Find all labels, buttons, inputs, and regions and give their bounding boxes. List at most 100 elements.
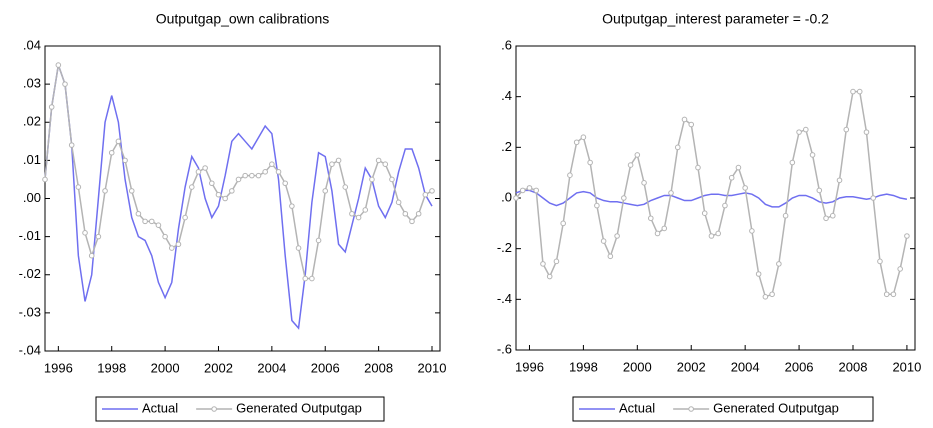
point-marker: [68, 142, 75, 148]
point-marker: [375, 157, 382, 164]
point-marker: [526, 185, 533, 191]
point-marker: [55, 62, 62, 68]
point-marker: [415, 210, 422, 217]
y-tick-label: -.02: [19, 266, 41, 281]
x-tick-label: 2002: [677, 359, 706, 374]
chart-title: Outputgap_interest parameter = -0.2: [602, 11, 829, 27]
point-marker: [695, 164, 701, 171]
point-marker: [883, 291, 890, 298]
point-marker: [135, 210, 142, 217]
point-marker: [329, 161, 335, 167]
point-marker: [269, 161, 275, 167]
point-marker: [681, 116, 688, 123]
legend-label: Actual: [619, 400, 655, 415]
y-tick-label: .02: [23, 114, 41, 129]
point-marker: [877, 258, 883, 265]
point-marker: [749, 228, 755, 234]
point-marker: [701, 210, 708, 216]
point-marker: [222, 195, 228, 202]
point-marker: [369, 176, 375, 183]
point-marker: [803, 126, 809, 133]
y-tick-label: .6: [501, 37, 512, 52]
legend-marker: [688, 406, 694, 412]
point-marker: [249, 172, 255, 179]
point-marker: [95, 233, 102, 240]
point-marker: [728, 174, 735, 181]
point-marker: [546, 273, 553, 280]
point-marker: [255, 172, 262, 179]
x-tick-label: 1998: [97, 360, 126, 375]
point-marker: [209, 180, 215, 187]
y-tick-label: .01: [23, 152, 41, 167]
point-marker: [322, 188, 329, 194]
point-marker: [195, 169, 202, 175]
point-marker: [182, 214, 188, 221]
y-tick-label: -.6: [497, 341, 512, 356]
point-marker: [362, 207, 369, 213]
point-marker: [823, 215, 829, 222]
point-marker: [843, 126, 850, 133]
legend-label: Generated Outputgap: [236, 400, 362, 415]
point-marker: [402, 210, 409, 217]
y-tick-label: .03: [23, 76, 41, 91]
series-line: [44, 64, 433, 280]
point-marker: [816, 187, 823, 194]
point-marker: [229, 188, 235, 194]
point-marker: [708, 233, 715, 239]
point-marker: [128, 188, 135, 194]
point-marker: [355, 214, 362, 221]
point-marker: [722, 202, 728, 209]
x-tick-label: 2000: [623, 359, 652, 374]
y-tick-label: -.2: [497, 240, 512, 255]
point-marker: [715, 230, 721, 237]
point-marker: [102, 188, 108, 194]
x-tick-label: 2006: [311, 360, 340, 375]
point-marker: [755, 271, 762, 277]
point-marker: [654, 230, 661, 237]
point-marker: [856, 88, 863, 95]
point-marker: [573, 139, 580, 146]
point-marker: [607, 253, 614, 260]
point-marker: [62, 81, 68, 87]
x-tick-label: 2004: [257, 360, 286, 375]
x-tick-label: 2002: [204, 360, 233, 375]
point-marker: [567, 172, 573, 178]
x-tick-label: 2004: [731, 359, 760, 374]
point-marker: [282, 180, 289, 187]
point-marker: [342, 184, 349, 190]
point-marker: [587, 159, 593, 166]
point-marker: [688, 121, 695, 128]
point-marker: [580, 134, 587, 140]
point-marker: [302, 275, 309, 282]
x-tick-label: 2010: [892, 359, 921, 374]
point-marker: [88, 252, 95, 259]
x-tick-label: 2008: [364, 360, 393, 375]
point-marker: [829, 212, 836, 219]
point-marker: [162, 233, 168, 240]
point-marker: [275, 169, 282, 175]
legend-box: [95, 396, 385, 422]
x-tick-label: 1996: [44, 360, 73, 375]
point-marker: [82, 230, 88, 236]
point-marker: [122, 157, 128, 164]
point-marker: [614, 233, 620, 239]
point-marker: [188, 184, 195, 190]
point-marker: [782, 212, 789, 219]
point-marker: [262, 169, 268, 175]
point-marker: [289, 203, 295, 209]
point-marker: [836, 177, 843, 184]
point-marker: [850, 88, 856, 95]
point-marker: [389, 176, 395, 183]
legend-label: Actual: [142, 400, 178, 415]
point-marker: [215, 191, 222, 198]
point-marker: [809, 152, 816, 158]
point-marker: [513, 195, 519, 201]
legend-marker: [211, 406, 217, 412]
point-marker: [115, 138, 122, 145]
point-marker: [594, 202, 600, 209]
point-marker: [409, 218, 415, 225]
point-marker: [897, 266, 903, 272]
point-marker: [422, 191, 429, 198]
point-marker: [789, 159, 796, 166]
